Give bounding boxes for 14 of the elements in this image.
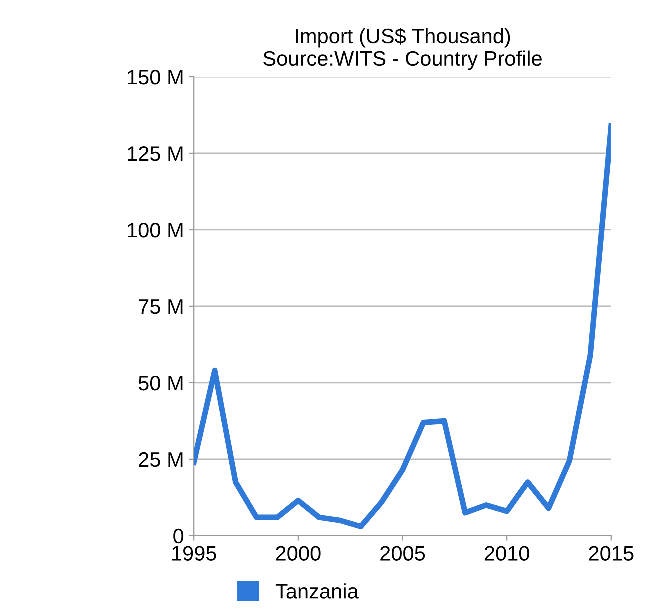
y-tick-label: 0 (174, 528, 184, 544)
y-tick-label: 50 M (138, 376, 183, 391)
y-tick-label: 150 M (128, 70, 183, 85)
chart-title: Import (US$ Thousand) Source:WITS - Country Profile (264, 28, 542, 70)
x-tick-label: 1995 (172, 546, 216, 561)
x-tick-label: 2010 (484, 546, 530, 561)
x-tick-label: 2015 (589, 546, 634, 561)
legend-label: Tanzania (276, 584, 359, 599)
y-tick-label: 100 M (128, 222, 183, 238)
x-tick-label: 2000 (276, 546, 321, 561)
x-tick-label: 2005 (380, 546, 426, 561)
y-tick-label: 125 M (128, 146, 183, 162)
y-tick-label: 25 M (139, 452, 183, 468)
y-tick-label: 75 M (139, 300, 183, 314)
